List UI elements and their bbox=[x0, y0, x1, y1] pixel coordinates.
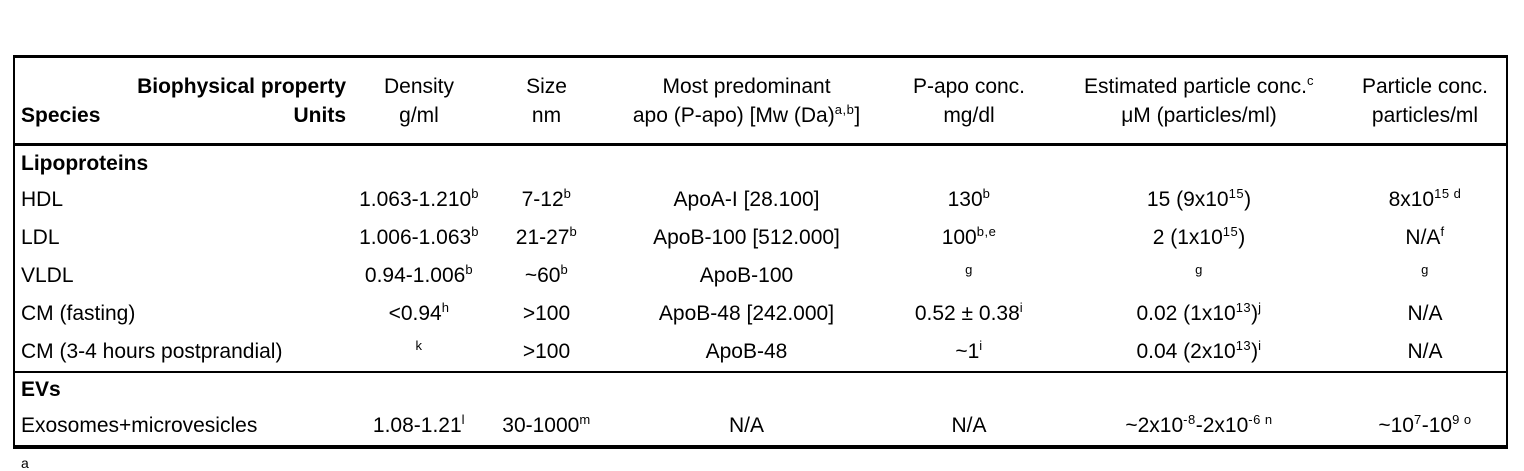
species-label: CM (3-4 hours postprandial) bbox=[21, 339, 283, 363]
species-label: HDL bbox=[21, 188, 64, 212]
unit-size: nm bbox=[484, 100, 609, 146]
col-header-estimated-particle-conc: Estimated particle conc.c bbox=[1084, 73, 1314, 99]
cell-particle-conc: N/A bbox=[1407, 339, 1443, 363]
cell-estimated-particle-conc: 2 (1x1015) bbox=[1152, 224, 1246, 250]
cell-size: >100 bbox=[522, 339, 571, 363]
cell-apo: ApoA-I [28.100] bbox=[673, 188, 820, 212]
unit-density: g/ml bbox=[354, 100, 484, 146]
row-hdl: HDL 1.063-1.210b 7-12b ApoA-I [28.100] 1… bbox=[14, 182, 1507, 220]
cell-estimated-particle-conc: 0.04 (2x1013)i bbox=[1136, 337, 1262, 363]
cell-size: 7-12b bbox=[521, 186, 572, 212]
cell-estimated-particle-conc: 0.02 (1x1013)j bbox=[1136, 300, 1262, 326]
col-header-density: Density bbox=[383, 75, 455, 99]
species-label: Exosomes+microvesicles bbox=[21, 414, 258, 438]
cell-density: 1.08-1.21l bbox=[372, 412, 466, 438]
table-header-row-1: Biophysical property Density Size Most p… bbox=[14, 57, 1507, 101]
cell-size: 21-27b bbox=[515, 224, 578, 250]
section-header-evs: EVs bbox=[14, 370, 1507, 409]
col-header-size: Size bbox=[526, 75, 567, 99]
row-cm-fasting: CM (fasting) <0.94h >100 ApoB-48 [242.00… bbox=[14, 296, 1507, 334]
species-label: CM (fasting) bbox=[21, 302, 136, 326]
col-header-most-predominant-apo: Most predominant bbox=[662, 75, 831, 99]
species-label: LDL bbox=[21, 226, 60, 250]
unit-particle-conc: particles/ml bbox=[1344, 100, 1507, 146]
cell-p-apo-conc: g bbox=[965, 262, 973, 278]
table-header-row-2: Species Units g/ml nm apo (P-apo) [Mw (D… bbox=[14, 100, 1507, 146]
cell-p-apo-conc: 100b,e bbox=[941, 224, 997, 250]
biophysical-properties-table-container: Biophysical property Density Size Most p… bbox=[13, 55, 1508, 449]
footnote-marker-a: a bbox=[21, 455, 29, 471]
col-header-particle-conc: Particle conc. bbox=[1361, 75, 1489, 99]
cell-particle-conc: N/A bbox=[1407, 302, 1443, 326]
cell-size: >100 bbox=[522, 302, 571, 326]
header-species-units-cell: Species Units bbox=[14, 100, 354, 146]
cell-estimated-particle-conc: ~2x10-8-2x10-6 n bbox=[1125, 412, 1273, 438]
cell-density: 0.94-1.006b bbox=[364, 262, 474, 288]
section-title-lipoproteins: Lipoproteins bbox=[21, 151, 149, 175]
row-exosomes-microvesicles: Exosomes+microvesicles 1.08-1.21l 30-100… bbox=[14, 409, 1507, 447]
unit-estimated-particle-conc: μM (particles/ml) bbox=[1054, 100, 1344, 146]
cell-apo: ApoB-100 bbox=[699, 264, 794, 288]
cell-apo: ApoB-48 bbox=[705, 339, 788, 363]
cell-density: k bbox=[415, 337, 423, 353]
cell-p-apo-conc: ~1i bbox=[955, 337, 983, 363]
cell-particle-conc: N/Af bbox=[1405, 224, 1445, 250]
cell-size: ~60b bbox=[524, 262, 569, 288]
header-biophysical-property-cell: Biophysical property bbox=[14, 57, 354, 101]
cell-p-apo-conc: 0.52 ± 0.38i bbox=[914, 300, 1024, 326]
row-ldl: LDL 1.006-1.063b 21-27b ApoB-100 [512.00… bbox=[14, 220, 1507, 258]
cell-particle-conc: 8x1015 d bbox=[1388, 186, 1462, 212]
cell-density: <0.94h bbox=[388, 300, 450, 326]
unit-most-predominant-apo: apo (P-apo) [Mw (Da)a,b] bbox=[609, 100, 884, 146]
species-label: VLDL bbox=[21, 264, 74, 288]
section-title-evs: EVs bbox=[14, 370, 1507, 409]
cell-estimated-particle-conc: g bbox=[1195, 262, 1203, 278]
header-units: Units bbox=[293, 103, 347, 127]
section-header-lipoproteins: Lipoproteins bbox=[14, 145, 1507, 182]
row-vldl: VLDL 0.94-1.006b ~60b ApoB-100 g g g bbox=[14, 258, 1507, 296]
unit-p-apo-conc: mg/dl bbox=[884, 100, 1054, 146]
cell-density: 1.006-1.063b bbox=[359, 224, 479, 250]
header-species: Species bbox=[21, 103, 101, 127]
cell-p-apo-conc: N/A bbox=[951, 414, 987, 438]
cell-particle-conc: ~107-109 o bbox=[1378, 412, 1472, 438]
cell-apo: ApoB-100 [512.000] bbox=[653, 226, 840, 250]
cell-apo: ApoB-48 [242.000] bbox=[658, 302, 835, 326]
header-biophysical-property: Biophysical property bbox=[137, 75, 346, 99]
cell-particle-conc: g bbox=[1421, 262, 1429, 278]
cell-apo: N/A bbox=[728, 414, 764, 438]
cell-estimated-particle-conc: 15 (9x1015) bbox=[1146, 186, 1252, 212]
cell-density: 1.063-1.210b bbox=[359, 186, 479, 212]
row-cm-postprandial: CM (3-4 hours postprandial) k >100 ApoB-… bbox=[14, 334, 1507, 372]
cell-p-apo-conc: 130b bbox=[947, 186, 991, 212]
biophysical-properties-table: Biophysical property Density Size Most p… bbox=[13, 55, 1508, 449]
cell-size: 30-1000m bbox=[502, 412, 591, 438]
col-header-p-apo-conc: P-apo conc. bbox=[912, 75, 1026, 99]
